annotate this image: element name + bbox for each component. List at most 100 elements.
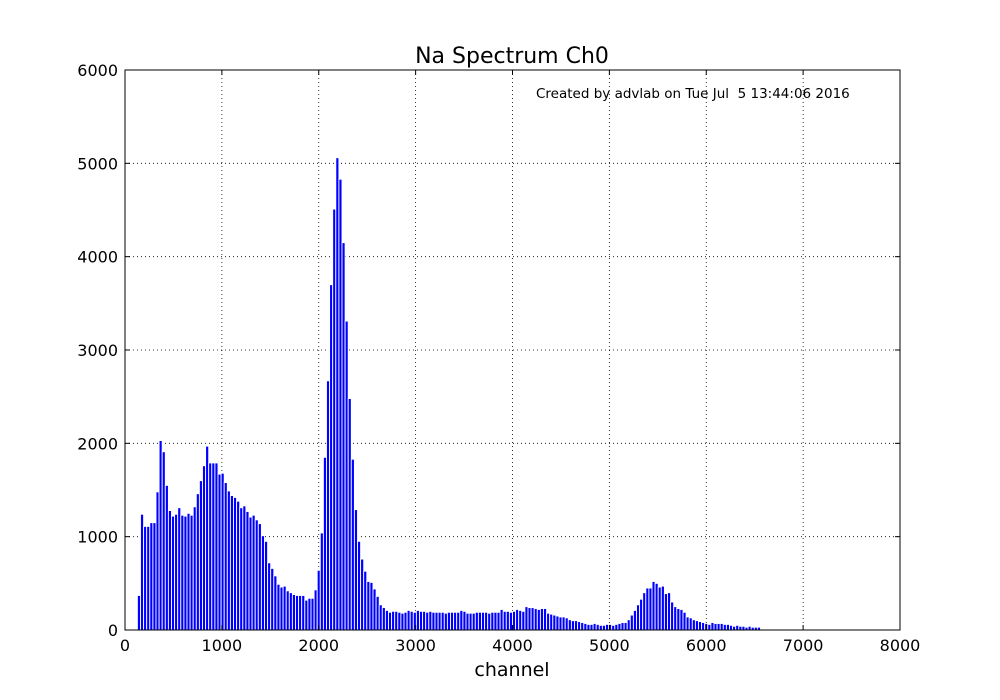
histogram-bar bbox=[670, 601, 675, 631]
histogram-bar bbox=[372, 588, 377, 631]
histogram-bar bbox=[205, 445, 210, 631]
histogram-bar bbox=[236, 500, 241, 631]
histogram-bar bbox=[477, 611, 482, 631]
histogram-bar bbox=[527, 607, 532, 631]
histogram-bar bbox=[465, 612, 470, 631]
histogram-bar bbox=[353, 509, 358, 631]
x-tick-labels: 0 1000 2000 3000 4000 5000 6000 7000 8000 bbox=[120, 636, 920, 655]
histogram-bar bbox=[415, 609, 420, 631]
histogram-bar bbox=[719, 623, 724, 631]
histogram-bar bbox=[384, 609, 389, 631]
histogram-bar bbox=[502, 610, 507, 631]
chart-title: Na Spectrum Ch0 bbox=[415, 44, 609, 69]
histogram-bar bbox=[242, 505, 247, 631]
histogram-bar bbox=[496, 611, 501, 631]
histogram-bar bbox=[167, 510, 172, 631]
histogram-bar bbox=[490, 611, 495, 631]
histogram-bar bbox=[437, 611, 442, 631]
histogram-bar bbox=[443, 612, 448, 631]
histogram-bar bbox=[682, 611, 687, 631]
histogram-bar bbox=[462, 610, 467, 631]
histogram-bar bbox=[651, 581, 656, 631]
y-tick-label: 2000 bbox=[77, 434, 118, 453]
histogram-bar bbox=[366, 581, 371, 631]
histogram-bar bbox=[307, 597, 312, 631]
histogram-bar bbox=[667, 592, 672, 631]
histogram-bar bbox=[450, 611, 455, 631]
histogram-bar bbox=[211, 462, 216, 631]
histogram-bar bbox=[341, 242, 346, 631]
histogram-bar bbox=[685, 616, 690, 631]
histogram-bar bbox=[149, 522, 154, 631]
histogram-bar bbox=[158, 440, 163, 631]
histogram-bar bbox=[146, 525, 151, 631]
histogram-bar bbox=[648, 587, 653, 631]
x-tick-label: 2000 bbox=[298, 636, 339, 655]
histogram-bar bbox=[543, 608, 548, 631]
histogram-bar bbox=[223, 482, 228, 631]
histogram-bar bbox=[208, 462, 213, 631]
histogram-bar bbox=[239, 507, 244, 631]
histogram-bar bbox=[468, 612, 473, 631]
histogram-bar bbox=[226, 490, 231, 631]
histogram-bar bbox=[434, 611, 439, 631]
histogram-bar bbox=[394, 610, 399, 631]
histogram-bar bbox=[257, 523, 262, 631]
histogram-bar bbox=[406, 609, 411, 631]
histogram-bar bbox=[174, 513, 179, 631]
histogram-bar bbox=[524, 606, 529, 631]
histogram-bar bbox=[357, 540, 362, 631]
x-tick-label: 0 bbox=[120, 636, 130, 655]
histogram-bar bbox=[189, 514, 194, 631]
histogram-bar bbox=[391, 610, 396, 631]
histogram-bar bbox=[456, 611, 461, 631]
histogram-bar bbox=[725, 623, 730, 631]
histogram-bar bbox=[663, 593, 668, 631]
histogram-bar bbox=[570, 620, 575, 631]
histogram-bar bbox=[152, 522, 157, 631]
histogram-bar bbox=[453, 611, 458, 631]
histogram-bar bbox=[319, 532, 324, 631]
histogram-bar bbox=[499, 609, 504, 631]
histogram-bar bbox=[369, 581, 374, 631]
y-tick-label: 6000 bbox=[77, 61, 118, 80]
histogram-bar bbox=[270, 567, 275, 631]
histogram-bar bbox=[474, 611, 479, 631]
histogram-bar bbox=[233, 497, 238, 631]
histogram-bar bbox=[657, 586, 662, 631]
histogram-bar bbox=[735, 624, 740, 631]
histogram-bar bbox=[530, 607, 535, 631]
histogram-bar bbox=[549, 613, 554, 631]
histogram-bar bbox=[180, 514, 185, 631]
histogram-bar bbox=[701, 622, 706, 631]
histogram-bar bbox=[639, 598, 644, 631]
histogram-bar bbox=[738, 625, 743, 631]
histogram-bar bbox=[493, 611, 498, 631]
histogram-bar bbox=[521, 610, 526, 631]
histogram-bar bbox=[673, 606, 678, 631]
histogram-bar bbox=[642, 592, 647, 631]
histogram-bar bbox=[546, 612, 551, 631]
histogram-bar bbox=[645, 587, 650, 631]
histogram-bar bbox=[533, 608, 538, 631]
histogram-bar bbox=[636, 604, 641, 631]
x-tick-label: 4000 bbox=[492, 636, 533, 655]
histogram-bar bbox=[338, 178, 343, 631]
histogram-bar bbox=[298, 595, 303, 631]
histogram-bar bbox=[326, 380, 331, 631]
histogram-bar bbox=[171, 515, 176, 631]
histogram-bar bbox=[229, 495, 234, 631]
histogram-bar bbox=[164, 484, 169, 631]
histogram-bar bbox=[626, 619, 631, 631]
x-tick-label: 8000 bbox=[880, 636, 921, 655]
histogram-bar bbox=[583, 623, 588, 631]
histogram-bar bbox=[304, 599, 309, 631]
histogram-bar bbox=[617, 623, 622, 631]
histogram-bar bbox=[459, 609, 464, 631]
histogram-bar bbox=[574, 620, 579, 631]
histogram-bar bbox=[577, 621, 582, 631]
histogram-bar bbox=[431, 611, 436, 631]
y-tick-labels: 0 1000 2000 3000 4000 5000 6000 bbox=[77, 61, 118, 640]
histogram-bar bbox=[654, 582, 659, 631]
histogram-bar bbox=[561, 616, 566, 631]
